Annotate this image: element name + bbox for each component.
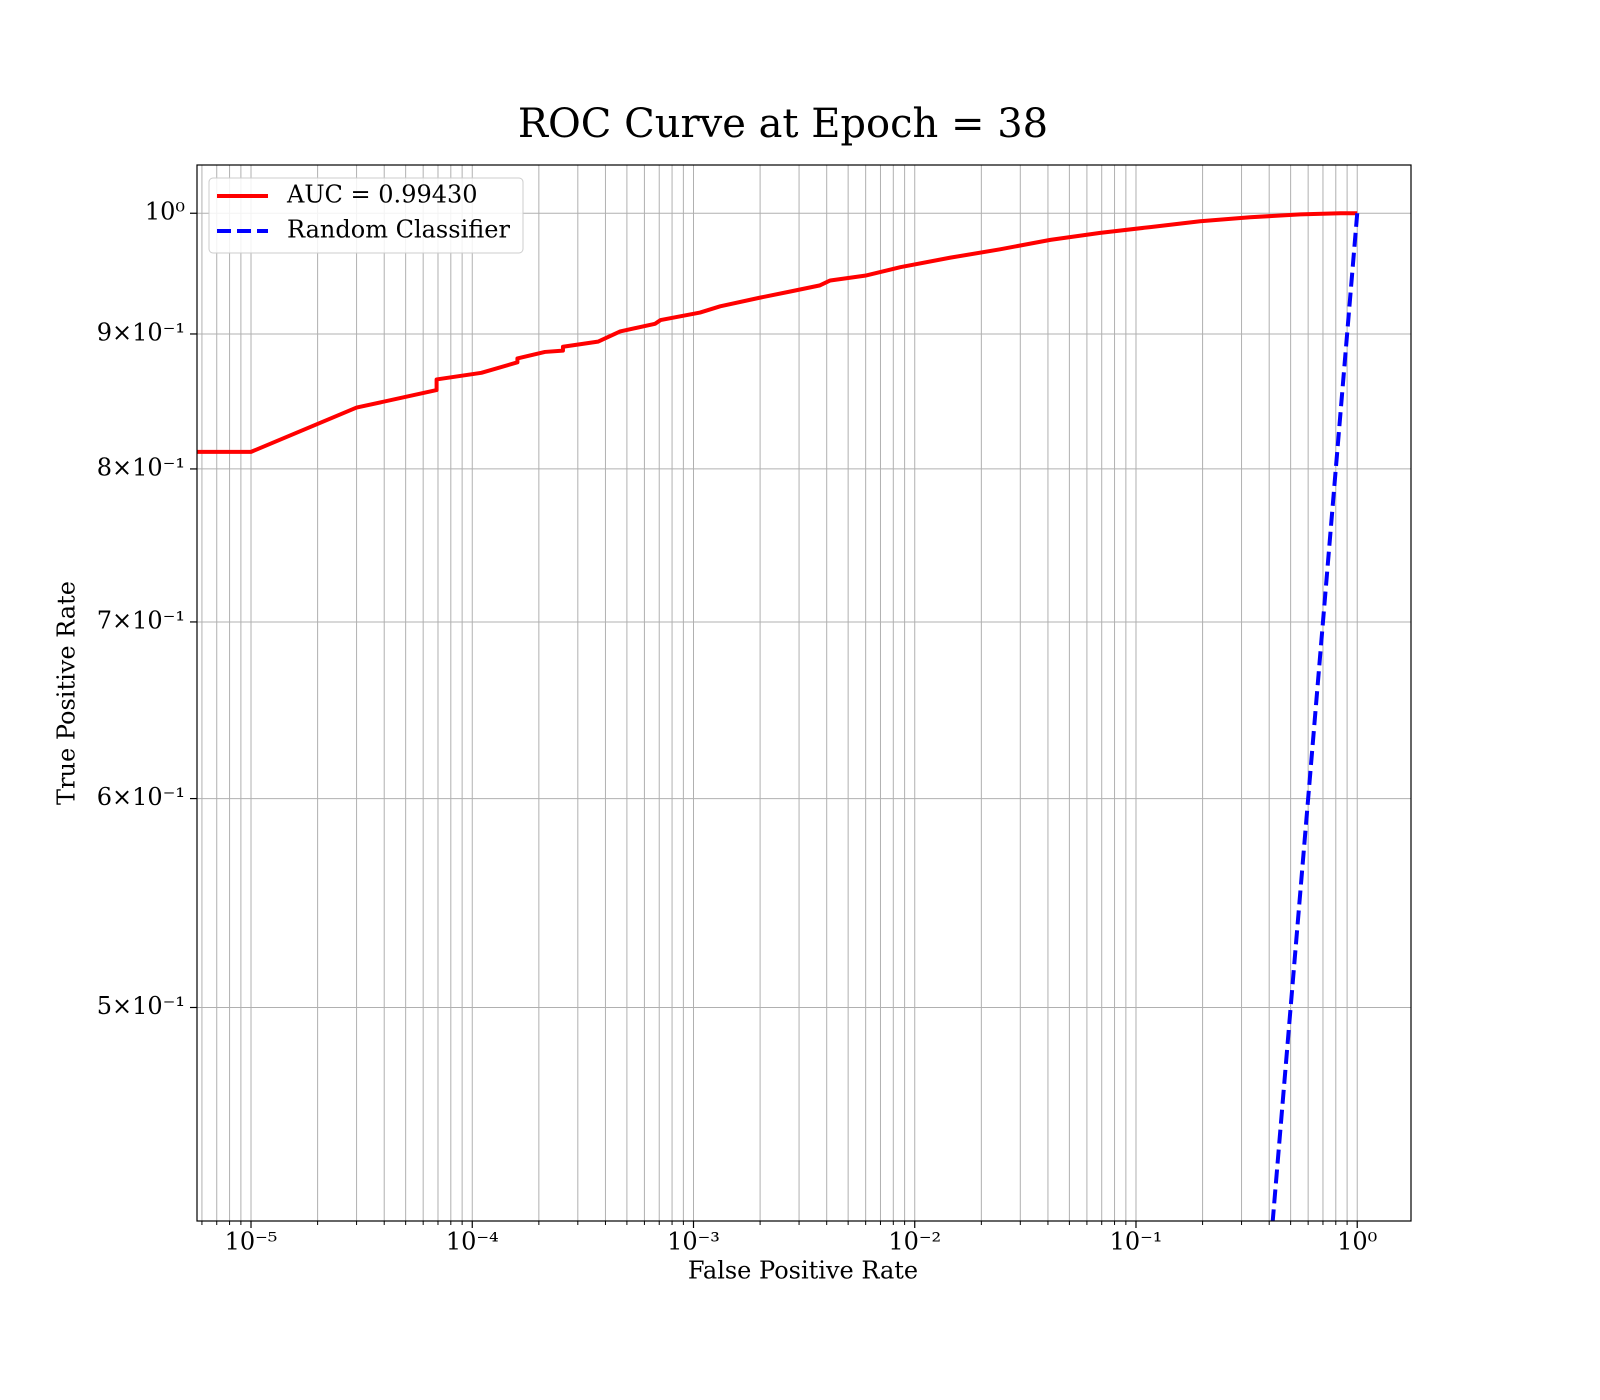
x-tick-label: 10⁻⁴ <box>446 1228 499 1256</box>
legend-label: AUC = 0.99430 <box>286 181 478 209</box>
chart-title: ROC Curve at Epoch = 38 <box>518 101 1048 147</box>
y-tick-label: 6×10⁻¹ <box>97 783 185 811</box>
x-tick-label: 10⁻⁵ <box>225 1228 278 1256</box>
y-tick-label: 9×10⁻¹ <box>97 318 185 346</box>
y-tick-label: 7×10⁻¹ <box>97 606 185 634</box>
y-tick-label: 5×10⁻¹ <box>97 992 185 1020</box>
legend-box <box>208 177 524 254</box>
y-tick-label: 10⁰ <box>145 198 185 226</box>
grid <box>197 165 1411 1221</box>
ticks: 10⁻⁵ 10⁻⁴ 10⁻³ 10⁻² 10⁻¹ 10⁰ 5×10⁻¹ 6×10⁻¹ 7×10⁻… <box>97 198 1378 1256</box>
plot-lines <box>197 211 1360 1221</box>
legend: AUC = 0.99430 Random Classifier <box>208 177 524 254</box>
x-tick-label: 10⁰ <box>1337 1228 1377 1256</box>
x-tick-label: 10⁻³ <box>667 1228 720 1256</box>
plot-frame <box>196 164 1412 1222</box>
line-series <box>1270 213 1360 1221</box>
line-series <box>197 211 1358 454</box>
y-tick-label: 8×10⁻¹ <box>97 453 185 481</box>
x-tick-label: 10⁻¹ <box>1110 1228 1163 1256</box>
y-axis-label: True Positive Rate <box>53 581 81 805</box>
x-tick-label: 10⁻² <box>888 1228 941 1256</box>
legend-label: Random Classifier <box>287 216 510 244</box>
x-axis-label: False Positive Rate <box>688 1257 918 1285</box>
